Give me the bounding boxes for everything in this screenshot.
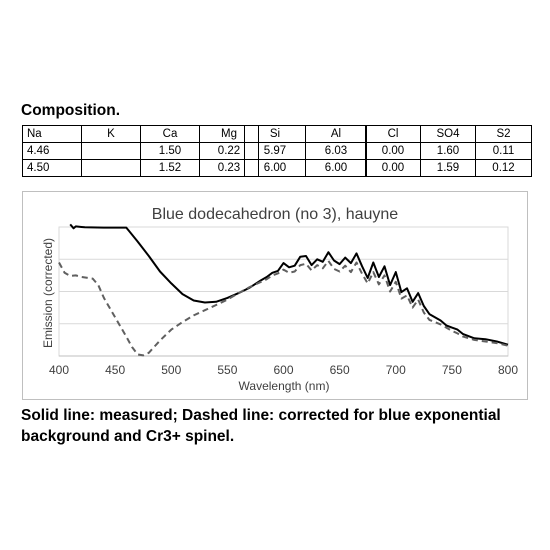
table-cell: 0.11 xyxy=(475,142,532,160)
table-cell: 6.00 xyxy=(244,159,306,177)
table-row: 6.00 6.00 xyxy=(244,159,367,177)
table-header-row: Cl SO4 S2 xyxy=(365,125,532,143)
composition-heading: Composition. xyxy=(21,102,121,119)
chart-caption: Solid line: measured; Dashed line: corre… xyxy=(21,407,501,445)
table-cell: 0.00 xyxy=(365,159,421,177)
x-tick-label: 450 xyxy=(105,363,125,377)
x-tick-label: 700 xyxy=(386,363,406,377)
measured-series-line xyxy=(69,223,509,346)
x-tick-label: 600 xyxy=(273,363,293,377)
x-tick-label: 500 xyxy=(161,363,181,377)
table-cell: 1.52 xyxy=(140,159,200,177)
x-tick-label: 750 xyxy=(442,363,462,377)
x-tick-label: 650 xyxy=(330,363,350,377)
table-header-row: Si Al xyxy=(244,125,367,143)
composition-table-anions: Cl SO4 S2 0.00 1.60 0.11 0.00 1.59 0.12 xyxy=(365,125,532,177)
table-cell: 1.59 xyxy=(420,159,476,177)
x-tick-label: 800 xyxy=(498,363,518,377)
chart-frame xyxy=(22,191,528,400)
composition-table-framework: Si Al 5.97 6.03 6.00 6.00 xyxy=(244,125,367,177)
table-cell: 0.12 xyxy=(475,159,532,177)
table-cell: 4.46 xyxy=(22,142,82,160)
chart-title: Blue dodecahedron (no 3), hauyne xyxy=(152,206,399,223)
x-axis-label: Wavelength (nm) xyxy=(239,379,330,393)
corrected-series-line xyxy=(58,259,509,357)
y-axis-label: Emission (corrected) xyxy=(41,238,55,348)
table-cell: 6.00 xyxy=(305,159,367,177)
table-cell: 4.50 xyxy=(22,159,82,177)
table-row: 0.00 1.59 0.12 xyxy=(365,159,532,177)
x-tick-label: 400 xyxy=(49,363,69,377)
header-cell: S2 xyxy=(475,125,532,143)
x-tick-label: 550 xyxy=(217,363,237,377)
